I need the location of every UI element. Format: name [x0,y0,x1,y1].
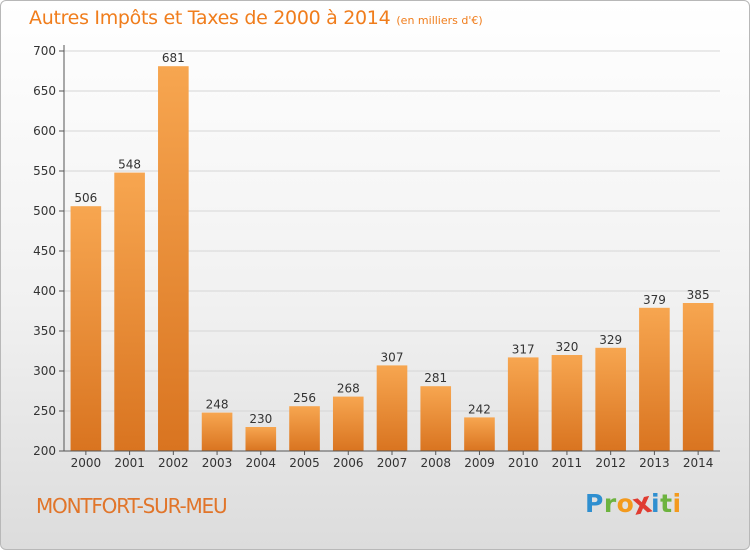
y-tick-label: 250 [33,404,56,418]
bar-value-label: 242 [468,402,491,416]
bar-value-label: 230 [249,412,272,426]
x-axis-tick-labels: 2000 2001 2002 2003 2004 2005 2006 2007 2008 2009… [71,451,714,470]
y-tick-label: 350 [33,324,56,338]
bar-value-label: 506 [74,191,97,205]
bar-value-label: 548 [118,158,141,172]
bar-value-label: 248 [206,398,229,412]
bar [201,412,233,451]
logo-letter: o [616,489,635,518]
bar [158,66,189,451]
bar [507,357,539,451]
proxiti-logo: Proxiti [585,485,682,522]
x-tick-label: 2014 [683,456,714,470]
x-tick-label: 2011 [552,456,583,470]
x-tick-label: 2007 [377,456,408,470]
bar-value-label: 379 [643,293,666,307]
x-tick-label: 2000 [71,456,102,470]
bar-value-label: 320 [555,340,578,354]
bar [551,355,583,451]
logo-letter: i [672,489,682,518]
x-tick-label: 2001 [114,456,145,470]
chart-title: Autres Impôts et Taxes de 2000 à 2014 [29,7,391,29]
x-tick-label: 2013 [639,456,670,470]
x-tick-label: 2005 [289,456,320,470]
logo-letter: t [660,489,673,518]
y-tick-label: 600 [33,124,56,138]
bar [376,365,408,451]
bar-value-label: 385 [687,288,710,302]
bars [70,66,714,451]
y-tick-label: 650 [33,84,56,98]
x-tick-label: 2002 [158,456,189,470]
y-tick-label: 700 [33,44,56,58]
commune-name: MONTFORT-SUR-MEU [36,494,228,518]
y-tick-label: 200 [33,444,56,458]
bar [245,427,277,451]
bar-value-label: 307 [381,350,404,364]
x-tick-label: 2006 [333,456,364,470]
chart-subtitle: (en milliers d'€) [396,14,483,27]
axes [63,45,720,452]
bar [639,307,670,451]
y-axis-tick-labels: 200 250 300 350 400 450 500 550 600 650 700 [33,44,64,458]
bar [289,406,320,451]
bar [420,386,452,451]
bar-value-label: 317 [512,342,535,356]
x-tick-label: 2008 [420,456,451,470]
y-tick-label: 300 [33,364,56,378]
bar [332,396,364,451]
bar-value-labels: 506 548 681 248 230 256 268 307 281 242 317 320 329 3… [74,51,709,426]
x-tick-label: 2003 [202,456,233,470]
x-tick-label: 2009 [464,456,495,470]
bar [464,417,495,451]
bar-value-label: 281 [424,371,447,385]
bar [114,172,145,451]
bar-value-label: 681 [162,51,185,65]
chart-title-block: Autres Impôts et Taxes de 2000 à 2014 (en… [29,7,483,29]
x-tick-label: 2012 [595,456,626,470]
y-tick-label: 450 [33,244,56,258]
y-tick-label: 400 [33,284,56,298]
x-tick-label: 2010 [508,456,539,470]
logo-letter: r [603,489,617,518]
bar [595,347,626,451]
bar-value-label: 329 [599,333,622,347]
bar [682,303,714,451]
y-tick-label: 550 [33,164,56,178]
y-tick-label: 500 [33,204,56,218]
bar-value-label: 268 [337,382,360,396]
x-tick-label: 2004 [246,456,277,470]
logo-letter: i [651,489,661,518]
bar-value-label: 256 [293,391,316,405]
logo-letter: P [585,489,604,518]
bar [70,206,102,451]
